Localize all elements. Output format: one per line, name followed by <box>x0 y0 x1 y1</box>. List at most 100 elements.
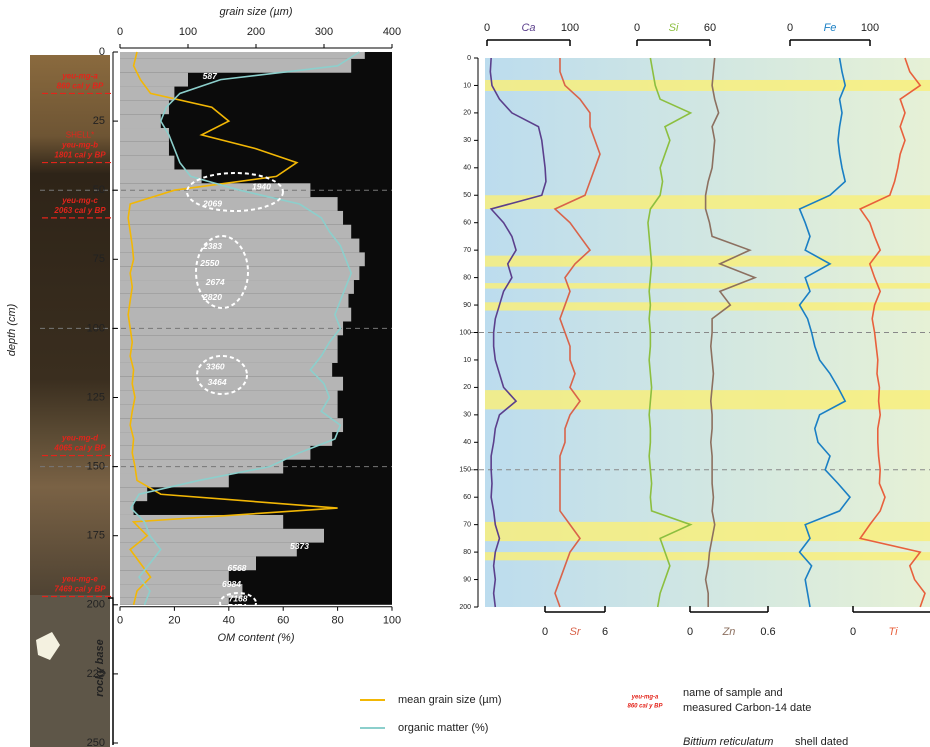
y-tick-label: 90 <box>463 576 471 583</box>
highlight-band <box>485 552 930 561</box>
legend-label: mean grain size (µm) <box>398 694 502 706</box>
series-name: Sr <box>570 626 582 638</box>
series-line <box>553 58 601 608</box>
age-group <box>196 355 248 395</box>
om-bar <box>120 376 344 391</box>
om-bar <box>120 390 338 405</box>
highlight-band <box>485 521 930 542</box>
y-tick-label: 50 <box>463 192 471 199</box>
x-axis-title: grain size (µm) <box>220 6 293 18</box>
y-tick-label: 20 <box>463 110 471 117</box>
om-bar <box>120 418 344 433</box>
y-tick-label: 225 <box>87 668 105 680</box>
series-line <box>127 51 338 605</box>
x2-tick-label: 80 <box>331 615 343 627</box>
om-bar <box>120 528 324 543</box>
om-bar <box>120 501 134 515</box>
y-tick-label: 80 <box>463 274 471 281</box>
sample-date: 4065 cal y BP <box>53 444 106 453</box>
om-bar <box>120 307 352 322</box>
age-label: 2674 <box>205 277 225 287</box>
legend-text: name of sample and <box>683 687 783 699</box>
legend-text: shell dated <box>795 736 848 747</box>
y-tick-label: 25 <box>93 115 105 127</box>
age-label: 2820 <box>202 292 222 302</box>
om-bar <box>120 128 169 142</box>
age-label: 2550 <box>199 258 219 268</box>
y-tick-label: 10 <box>463 82 471 89</box>
y-tick-label: 60 <box>463 494 471 501</box>
series-name: Ca <box>521 22 535 34</box>
x-tick-label: 100 <box>561 22 579 34</box>
om-bar <box>120 197 338 211</box>
om-bar <box>120 597 229 605</box>
legend-sample: yeu-mg-a <box>631 695 659 701</box>
om-bar <box>120 556 256 571</box>
series-line <box>798 57 852 608</box>
om-bar <box>120 169 202 184</box>
om-bar <box>120 72 188 87</box>
highlight-band <box>485 302 930 311</box>
y-tick-label: 100 <box>459 329 471 336</box>
y-tick-label: 175 <box>87 530 105 542</box>
age-label: 6984 <box>222 579 241 589</box>
y-tick-label: 150 <box>459 467 471 474</box>
sample-note: SHELL* <box>66 131 94 140</box>
x-tick-label: 200 <box>247 26 265 38</box>
om-bar <box>120 266 360 281</box>
om-bar <box>120 52 365 59</box>
age-label: 587 <box>203 71 218 81</box>
age-label: 3360 <box>206 361 225 371</box>
sample-date: 1801 cal y BP <box>54 151 106 160</box>
age-label: 2383 <box>202 241 222 251</box>
x2-axis-title: OM content (%) <box>217 632 294 644</box>
x2-tick-label: 100 <box>383 615 401 627</box>
sample-name: yeu-mg-d <box>61 434 99 443</box>
highlight-band <box>485 79 930 91</box>
y-tick-label: 20 <box>463 384 471 391</box>
sample-date: 860 cal y BP <box>57 82 104 91</box>
highlight-band <box>485 283 930 289</box>
x-tick-label: 0 <box>634 22 640 34</box>
x-tick-label: 300 <box>315 26 333 38</box>
age-label: 2069 <box>202 198 222 208</box>
om-bar <box>120 280 354 294</box>
y-tick-label: 75 <box>93 253 105 265</box>
y-tick-label: 80 <box>463 549 471 556</box>
x-tick-label: 6 <box>602 626 608 638</box>
sample-date: 2063 cal y BP <box>53 206 106 215</box>
y-axis-title: depth (cm) <box>6 303 18 356</box>
age-group <box>186 172 284 212</box>
y-tick-label: 125 <box>87 391 105 403</box>
x2-tick-label: 0 <box>117 615 123 627</box>
y-tick-label: 100 <box>87 322 105 334</box>
y-tick-label: 0 <box>467 55 471 62</box>
rock <box>36 632 60 660</box>
x-tick-label: 0 <box>687 626 693 638</box>
series-name: Fe <box>824 22 837 34</box>
x-tick-label: 0 <box>787 22 793 34</box>
series-line <box>647 57 693 608</box>
om-bar <box>120 210 344 225</box>
x-tick-label: 60 <box>704 22 716 34</box>
y-tick-label: 60 <box>463 220 471 227</box>
om-bar <box>120 487 148 502</box>
om-bar <box>120 335 338 350</box>
x2-tick-label: 60 <box>277 615 289 627</box>
series-name: Zn <box>722 626 736 638</box>
om-bar <box>120 86 175 101</box>
age-group <box>219 592 257 614</box>
om-bar <box>120 459 284 474</box>
age-label: 3464 <box>208 377 227 387</box>
x2-tick-label: 20 <box>168 615 180 627</box>
series-line <box>858 57 926 608</box>
series-name: Ti <box>888 626 898 638</box>
core-base <box>30 595 110 747</box>
y-tick-label: 30 <box>463 137 471 144</box>
om-bar <box>120 252 365 267</box>
series-line <box>489 57 547 608</box>
legend-species: Bittium reticulatum <box>683 736 773 747</box>
sample-name: yeu-mg-c <box>61 196 98 205</box>
base-label: rocky base <box>94 639 106 696</box>
om-bar <box>120 155 175 170</box>
